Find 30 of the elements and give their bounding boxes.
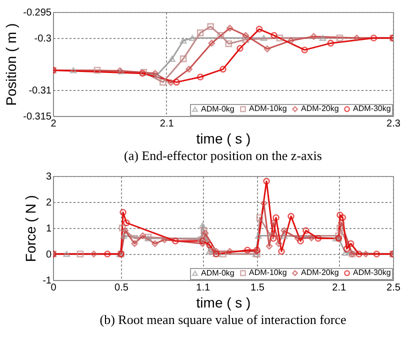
x-tick-label: 2.1	[332, 282, 346, 294]
legend-label: ADM-10kg	[249, 268, 287, 278]
legend-label: ADM-0kg	[201, 268, 234, 278]
y-tick-label: 1	[46, 224, 52, 234]
x-tick-label: 2.3	[386, 118, 401, 130]
y-tick-label: -0.3	[34, 34, 52, 44]
y-axis-title: Position ( m )	[3, 23, 20, 106]
y-tick-label: 3	[46, 172, 52, 182]
y-tick-label: 2	[46, 198, 52, 208]
x-tick-label: 2.1	[160, 118, 174, 130]
legend-label: ADM-30kg	[353, 268, 391, 278]
x-axis-title: time ( s )	[196, 294, 251, 310]
y-tick-label: -0.31	[28, 86, 52, 96]
y-tick-label: 0	[46, 250, 52, 260]
x-tick-label: 1.5	[250, 282, 265, 294]
text: (b) Root mean square value of interaction force	[100, 312, 346, 327]
x-tick-label: 1.1	[196, 282, 210, 294]
x-tick-label: 0.5	[114, 282, 129, 294]
legend-label: ADM-20kg	[301, 268, 339, 278]
legend-label: ADM-30kg	[353, 104, 391, 114]
text: (a) End-effector position on the z-axis	[124, 148, 322, 163]
x-tick-label: 2.5	[386, 282, 401, 294]
y-tick-label: -0.295	[23, 8, 52, 18]
legend-label: ADM-0kg	[201, 104, 234, 114]
y-tick-label: -0.315	[23, 112, 52, 122]
legend-label: ADM-20kg	[301, 104, 339, 114]
legend-label: ADM-10kg	[249, 104, 287, 114]
y-axis-title: Force ( N )	[22, 195, 39, 262]
x-axis-title: time ( s )	[196, 130, 251, 146]
y-tick-label: -1	[42, 276, 52, 286]
